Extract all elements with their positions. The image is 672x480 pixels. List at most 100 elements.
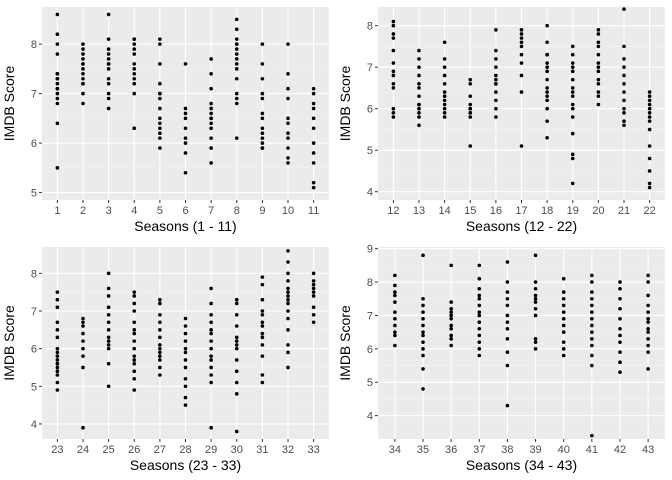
data-point [209,111,213,116]
data-point [260,297,265,302]
data-point [468,144,473,148]
data-point [533,337,538,341]
x-tick-label: 16 [490,205,502,217]
x-tick-label: 20 [592,205,604,217]
data-point [618,370,622,375]
data-point [468,111,473,115]
x-tick-label: 5 [157,205,163,217]
data-point [421,296,425,301]
data-point [442,115,447,119]
data-point [505,327,510,331]
data-point [132,320,137,325]
data-point [417,81,421,86]
y-tick-label: 4 [367,187,373,199]
data-point [494,57,498,61]
data-point [286,279,290,283]
data-point [545,86,549,90]
data-point [545,40,549,45]
y-tick-label: 7 [31,306,37,318]
data-point [505,337,510,341]
data-point [183,384,188,389]
data-point [209,86,213,91]
data-point [158,91,162,96]
data-point [622,44,626,49]
data-point [132,52,137,56]
data-point [622,73,626,78]
data-point [106,96,111,101]
data-point [132,361,137,366]
data-point [477,320,482,324]
data-point [590,337,594,341]
data-point [234,52,239,56]
data-point [449,323,453,328]
data-point [561,340,566,344]
data-point [209,121,213,126]
data-point [561,290,566,294]
data-point [132,76,137,81]
x-tick-label: 23 [51,444,63,456]
x-tick-label: 8 [234,205,240,217]
data-point [286,161,290,165]
data-point [391,106,396,111]
data-point [596,65,601,69]
data-point [417,86,421,90]
data-point [311,279,316,283]
data-point [570,152,575,157]
data-point [477,347,482,351]
data-point [260,126,265,131]
x-tick-label: 43 [642,444,654,456]
x-tick-label: 18 [541,205,553,217]
data-point [468,94,473,99]
data-point [106,106,111,111]
y-tick-label: 8 [367,21,373,33]
data-point [590,296,594,301]
data-point [417,106,421,111]
data-point [260,146,265,150]
data-point [618,280,622,284]
data-point [55,81,60,86]
data-point [505,313,510,318]
data-point [545,98,549,103]
x-tick-label: 7 [208,205,214,217]
data-point [590,273,594,278]
data-point [209,116,213,121]
data-point [106,57,111,61]
data-point [234,358,239,362]
data-point [106,52,111,56]
x-tick-label: 33 [308,444,320,456]
data-point [209,301,213,306]
data-point [442,90,447,94]
data-point [132,328,137,332]
data-point [286,260,290,264]
data-point [442,98,447,103]
data-point [55,365,60,370]
data-point [570,77,575,82]
data-point [81,354,85,358]
data-point [132,346,137,351]
data-point [234,301,239,306]
data-point [209,365,213,370]
data-point [618,296,622,301]
x-tick-label: 15 [464,205,476,217]
data-point [391,73,396,78]
data-point [286,156,290,160]
data-point [647,156,652,161]
data-point [106,37,111,41]
data-point [533,280,538,284]
data-point [596,69,601,74]
data-point [183,62,188,66]
x-axis-title: Seasons (12 - 22) [466,218,577,234]
data-point [209,161,213,165]
data-point [519,36,524,40]
data-point [55,373,60,377]
data-point [158,354,162,358]
data-point [260,42,265,46]
data-point [209,339,213,343]
data-point [393,293,397,298]
data-point [421,367,425,371]
data-point [286,131,290,135]
data-point [477,293,482,298]
data-point [647,111,652,115]
data-point [311,151,316,155]
data-point [81,57,85,61]
